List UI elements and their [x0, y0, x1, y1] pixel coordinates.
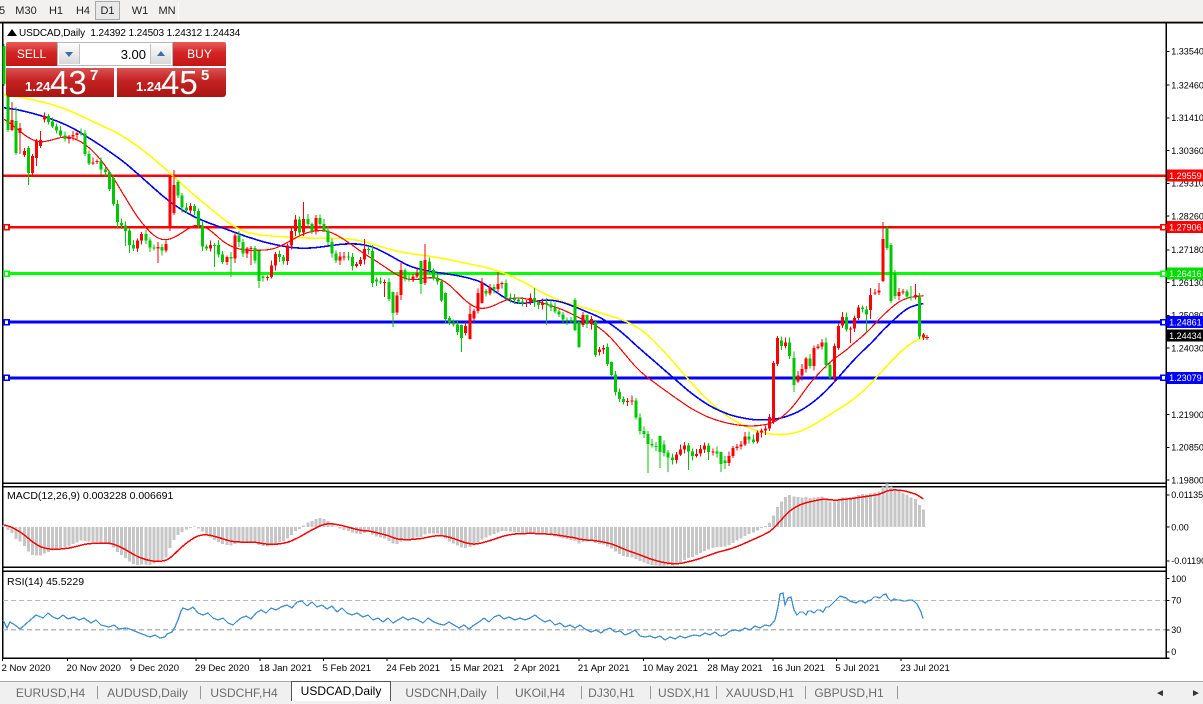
- svg-text:1.29310: 1.29310: [1171, 179, 1203, 189]
- svg-text:5 Feb 2021: 5 Feb 2021: [323, 663, 372, 674]
- svg-text:2 Nov 2020: 2 Nov 2020: [2, 663, 51, 674]
- svg-text:1.21900: 1.21900: [1171, 410, 1203, 420]
- svg-text:1.26416: 1.26416: [1169, 269, 1202, 279]
- svg-text:0.01135: 0.01135: [1171, 490, 1203, 500]
- svg-text:-0.01190: -0.01190: [1171, 556, 1203, 566]
- svg-text:RSI(14) 45.5229: RSI(14) 45.5229: [7, 576, 84, 588]
- svg-text:MACD(12,26,9) 0.003228 0.00669: MACD(12,26,9) 0.003228 0.006691: [7, 490, 174, 502]
- svg-text:70: 70: [1171, 596, 1181, 606]
- svg-text:16 Jun 2021: 16 Jun 2021: [772, 663, 825, 674]
- svg-text:1.29559: 1.29559: [1169, 171, 1202, 181]
- svg-text:1.20850: 1.20850: [1171, 443, 1203, 453]
- svg-text:1.27906: 1.27906: [1169, 223, 1202, 233]
- svg-text:1.24434: 1.24434: [1169, 331, 1202, 341]
- svg-text:1.28260: 1.28260: [1171, 211, 1203, 221]
- svg-text:23 Jul 2021: 23 Jul 2021: [900, 663, 950, 674]
- svg-text:1.32460: 1.32460: [1171, 80, 1203, 90]
- svg-text:30: 30: [1171, 625, 1181, 635]
- svg-text:1.23079: 1.23079: [1169, 373, 1202, 383]
- svg-text:1.31410: 1.31410: [1171, 113, 1203, 123]
- svg-text:29 Dec 2020: 29 Dec 2020: [195, 663, 249, 674]
- svg-text:10 May 2021: 10 May 2021: [643, 663, 698, 674]
- svg-text:1.24861: 1.24861: [1169, 318, 1202, 328]
- svg-text:1.27180: 1.27180: [1171, 245, 1203, 255]
- svg-text:1.30360: 1.30360: [1171, 146, 1203, 156]
- svg-text:20 Nov 2020: 20 Nov 2020: [67, 663, 121, 674]
- svg-text:0.00: 0.00: [1171, 522, 1189, 532]
- svg-text:15 Mar 2021: 15 Mar 2021: [450, 663, 504, 674]
- svg-text:1.33540: 1.33540: [1171, 47, 1203, 57]
- svg-text:0: 0: [1171, 647, 1176, 657]
- svg-text:1.24030: 1.24030: [1171, 343, 1203, 353]
- svg-text:21 Apr 2021: 21 Apr 2021: [578, 663, 630, 674]
- svg-text:2 Apr 2021: 2 Apr 2021: [514, 663, 560, 674]
- svg-text:9 Dec 2020: 9 Dec 2020: [130, 663, 179, 674]
- svg-text:100: 100: [1171, 574, 1186, 584]
- svg-text:28 May 2021: 28 May 2021: [707, 663, 762, 674]
- svg-text:1.26130: 1.26130: [1171, 278, 1203, 288]
- svg-text:5 Jul 2021: 5 Jul 2021: [835, 663, 879, 674]
- svg-text:1.19800: 1.19800: [1171, 475, 1203, 485]
- svg-text:1.25080: 1.25080: [1171, 311, 1203, 321]
- svg-text:24 Feb 2021: 24 Feb 2021: [386, 663, 440, 674]
- svg-text:18 Jan 2021: 18 Jan 2021: [259, 663, 312, 674]
